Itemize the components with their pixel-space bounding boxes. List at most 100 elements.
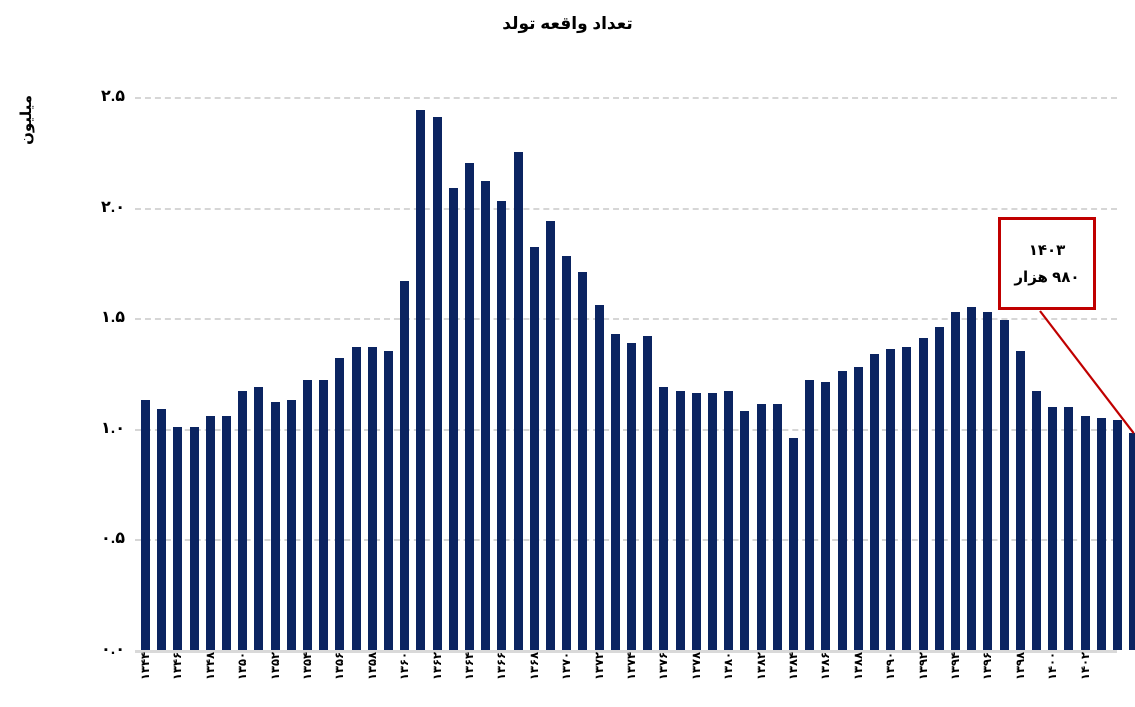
x-tick-label: ۱۳۸۸: [852, 652, 865, 681]
bar: [627, 342, 636, 650]
x-tick-label: ۱۳۶۶: [496, 652, 509, 681]
bar: [270, 402, 280, 650]
bar: [205, 415, 215, 650]
x-tick-label: ۱۳۶۸: [528, 652, 541, 681]
x-tick-label: ۱۳۷۶: [658, 652, 671, 681]
bar: [902, 346, 912, 650]
bar: [594, 304, 604, 650]
x-tick-label: ۱۳۹۸: [1014, 652, 1027, 681]
y-tick-label: ۲.۰: [101, 198, 125, 216]
bar: [497, 200, 507, 650]
y-tick-label: ۰.۰: [101, 641, 125, 658]
bar: [189, 426, 199, 650]
bar: [610, 333, 620, 650]
bar: [222, 415, 231, 650]
bar: [448, 187, 458, 650]
x-tick-label: ۱۳۶۰: [399, 652, 412, 681]
gridline: [135, 539, 1117, 542]
bar: [157, 408, 167, 650]
y-axis-title: میلیون: [18, 95, 35, 145]
bar: [481, 181, 491, 650]
bar: [643, 335, 653, 650]
bar: [837, 371, 847, 650]
x-tick-label: ۱۳۸۰: [723, 652, 736, 681]
bar: [756, 404, 766, 650]
gridline: [135, 318, 1117, 321]
bar: [546, 220, 555, 650]
x-tick-label: ۱۳۷۰: [561, 652, 574, 681]
x-tick-label: ۱۳۶۴: [464, 652, 476, 681]
bar: [400, 280, 410, 650]
bar: [1080, 415, 1090, 650]
bar: [983, 311, 993, 650]
x-tick-label: ۱۳۹۶: [982, 652, 995, 681]
bar: [286, 400, 296, 650]
bar: [173, 426, 183, 650]
x-tick-label: ۱۳۴۴: [140, 652, 152, 681]
bar: [1032, 391, 1041, 650]
bar: [1113, 419, 1122, 650]
bar: [999, 320, 1009, 650]
x-tick-label: ۱۳۸۲: [755, 652, 768, 681]
x-tick-label: ۱۳۴۸: [204, 652, 217, 681]
bar: [367, 346, 377, 650]
y-tick-label: ۲.۵: [101, 88, 125, 105]
bar: [1048, 406, 1058, 650]
gridline: [135, 97, 1117, 99]
x-tick-label: ۱۳۵۲: [269, 652, 282, 681]
bar: [254, 386, 264, 650]
bar: [708, 393, 717, 650]
bar: [465, 163, 474, 650]
bar: [335, 358, 345, 650]
x-tick-label: ۱۴۰۲: [1079, 652, 1092, 681]
bar: [141, 400, 150, 650]
bar: [967, 307, 977, 650]
bar: [934, 327, 944, 650]
bar: [724, 391, 734, 650]
bar: [659, 386, 669, 650]
x-tick-label: ۱۳۹۴: [950, 652, 962, 681]
bar: [562, 256, 572, 650]
bars-group: [135, 97, 1135, 650]
y-tick-label: ۱.۰: [101, 419, 125, 437]
callout-box-1403: ۱۴۰۳ ۹۸۰ هزار: [998, 217, 1096, 310]
bar: [1129, 433, 1135, 650]
bar: [513, 152, 523, 650]
bar: [416, 110, 426, 650]
bar: [1064, 406, 1074, 650]
x-tick-label: ۱۳۶۲: [431, 652, 444, 681]
bar: [238, 391, 248, 650]
bar: [805, 380, 815, 650]
page-title: تعداد واقعه تولد: [502, 14, 633, 33]
y-tick-label: ۰.۵: [101, 530, 125, 548]
x-axis-baseline: [135, 650, 1117, 653]
bar: [1015, 351, 1025, 650]
bar: [951, 311, 960, 650]
x-tick-label: ۱۳۵۰: [237, 652, 250, 681]
plot-area: [135, 97, 1135, 653]
bar: [319, 380, 329, 650]
x-tick-label: ۱۳۷۴: [626, 652, 638, 681]
bar: [918, 338, 928, 650]
x-tick-label: ۱۳۵۸: [366, 652, 379, 681]
bar: [529, 247, 539, 650]
bar: [789, 437, 798, 650]
bar: [303, 380, 312, 650]
x-tick-label: ۱۳۸۴: [788, 652, 800, 681]
bar: [351, 346, 361, 650]
x-tick-label: ۱۳۸۶: [820, 652, 833, 681]
x-tick-label: ۱۳۹۰: [885, 652, 898, 681]
bar: [772, 404, 782, 650]
bar: [1096, 417, 1106, 650]
bar: [384, 351, 393, 650]
bar: [432, 116, 442, 650]
gridline: [135, 207, 1117, 210]
bar: [740, 411, 750, 650]
x-tick-label: ۱۳۷۸: [690, 652, 703, 681]
bar: [853, 366, 863, 650]
bar: [691, 393, 701, 650]
x-axis-tick-labels: ۱۳۴۴ ۱۳۴۶ ۱۳۴۸ ۱۳۵۰ ۱۳۵۲ ۱۳۵۴ ۱۳۵۶ ۱۳۵۸ ۱۳۶۰ ۱۳۶۲…: [135, 652, 1117, 707]
x-tick-label: ۱۴۰۰: [1047, 652, 1060, 681]
x-tick-label: ۱۳۴۶: [172, 652, 185, 681]
